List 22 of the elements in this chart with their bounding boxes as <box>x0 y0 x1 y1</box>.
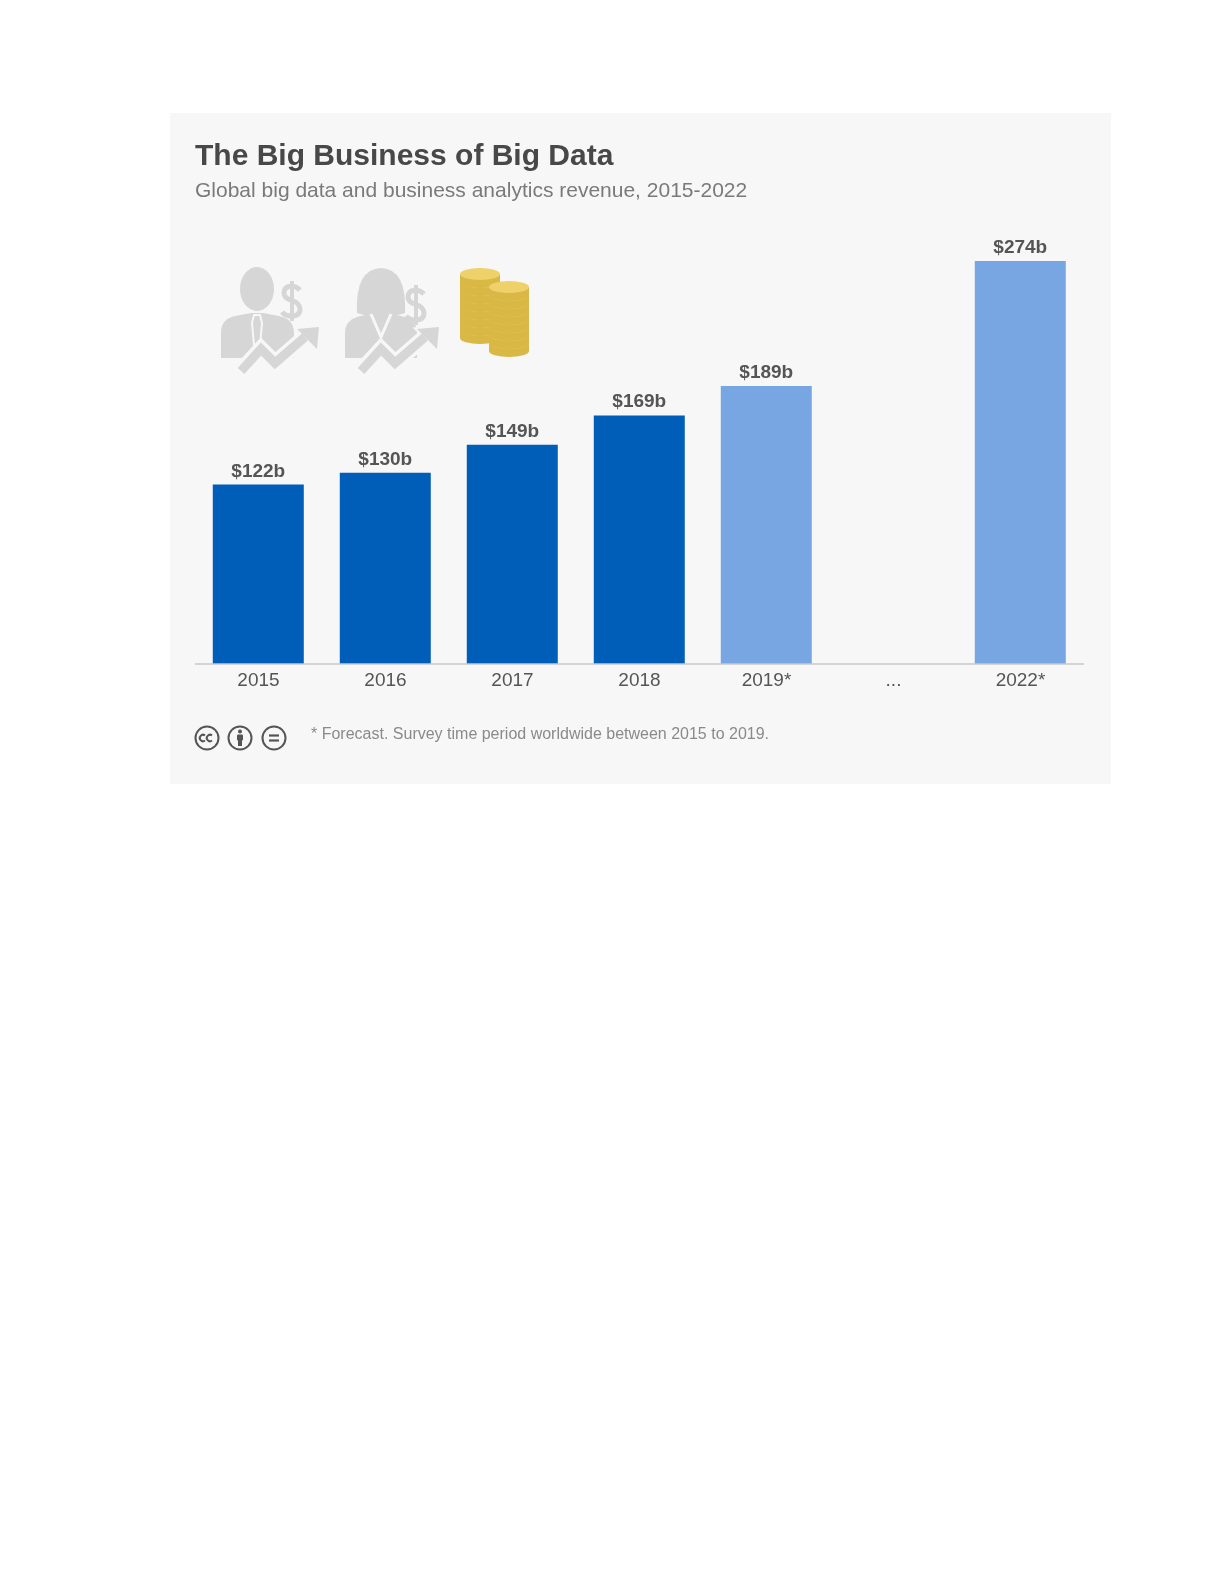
x-tick-label: ... <box>885 669 902 691</box>
bar <box>466 444 558 664</box>
data-label: $122b <box>231 459 286 481</box>
data-label: $149b <box>485 419 540 441</box>
data-label: $169b <box>612 390 667 412</box>
x-tick-label: 2018 <box>618 669 661 691</box>
data-label: $274b <box>993 236 1048 257</box>
x-tick-label: 2016 <box>364 669 407 691</box>
x-tick-label: 2015 <box>237 669 280 691</box>
x-tick-label: 2022* <box>995 669 1046 691</box>
chart-subtitle: Global big data and business analytics revenue, 2015-2022 <box>195 177 748 203</box>
bar <box>339 472 431 664</box>
bar <box>974 261 1066 664</box>
bar <box>720 386 812 664</box>
data-label: $130b <box>358 447 413 469</box>
text: * Forecast. Survey time period worldwide between 2015 to 2019. <box>311 724 770 744</box>
data-label: $189b <box>739 361 794 383</box>
chart-title: The Big Business of Big Data <box>195 138 614 172</box>
bar <box>593 415 685 664</box>
bar <box>212 484 304 664</box>
x-tick-label: 2017 <box>491 669 534 691</box>
x-tick-label: 2019* <box>741 669 792 691</box>
